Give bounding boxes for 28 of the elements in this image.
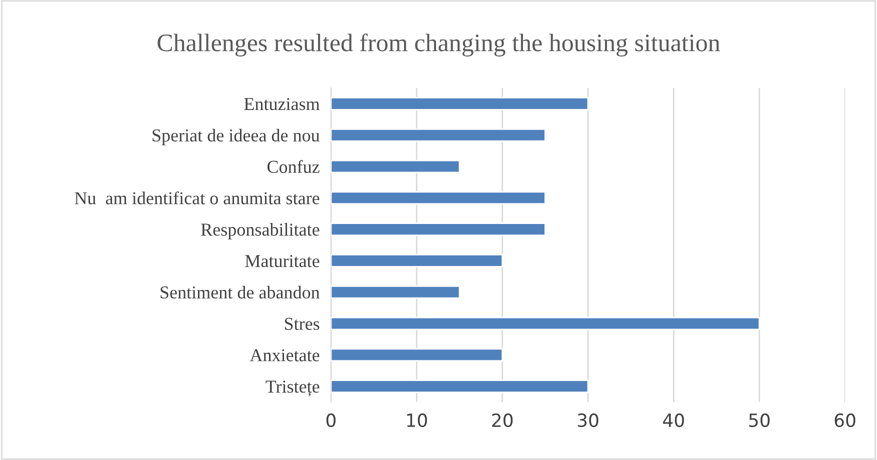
y-tick-label: Tristețe	[266, 380, 320, 396]
bar	[331, 316, 760, 330]
bar	[331, 348, 504, 362]
x-tick-label: 60	[834, 413, 856, 428]
bar	[331, 285, 460, 299]
y-tick-label: Responsabilitate	[201, 223, 320, 240]
x-tick-label: 0	[326, 413, 336, 428]
x-tick-label: 20	[492, 413, 513, 428]
chart-title: Challenges resulted from changing the housing situation	[158, 34, 720, 56]
x-tick-label: 30	[578, 413, 598, 428]
y-tick-label: Anxietate	[250, 349, 320, 362]
x-tick-label: 50	[749, 413, 770, 428]
y-tick-label: Speriat de ideea de nou	[152, 128, 320, 146]
y-tick-label: Entuziasm	[244, 98, 320, 110]
bar	[331, 160, 460, 174]
bar	[331, 222, 546, 236]
y-tick-label: Sentiment de abandon	[160, 286, 320, 299]
y-tick-label: Stres	[284, 318, 320, 330]
bar	[331, 191, 546, 205]
bar	[331, 128, 546, 142]
y-tick-label: Nu am identificat o anumita stare	[74, 191, 320, 204]
y-tick-label: Maturitate	[245, 255, 320, 268]
bar	[331, 380, 589, 393]
y-tick-label: Confuz	[267, 160, 320, 173]
bar	[331, 97, 589, 110]
bar	[331, 254, 504, 268]
x-tick-label: 40	[663, 413, 684, 428]
x-tick-label: 10	[407, 413, 427, 428]
